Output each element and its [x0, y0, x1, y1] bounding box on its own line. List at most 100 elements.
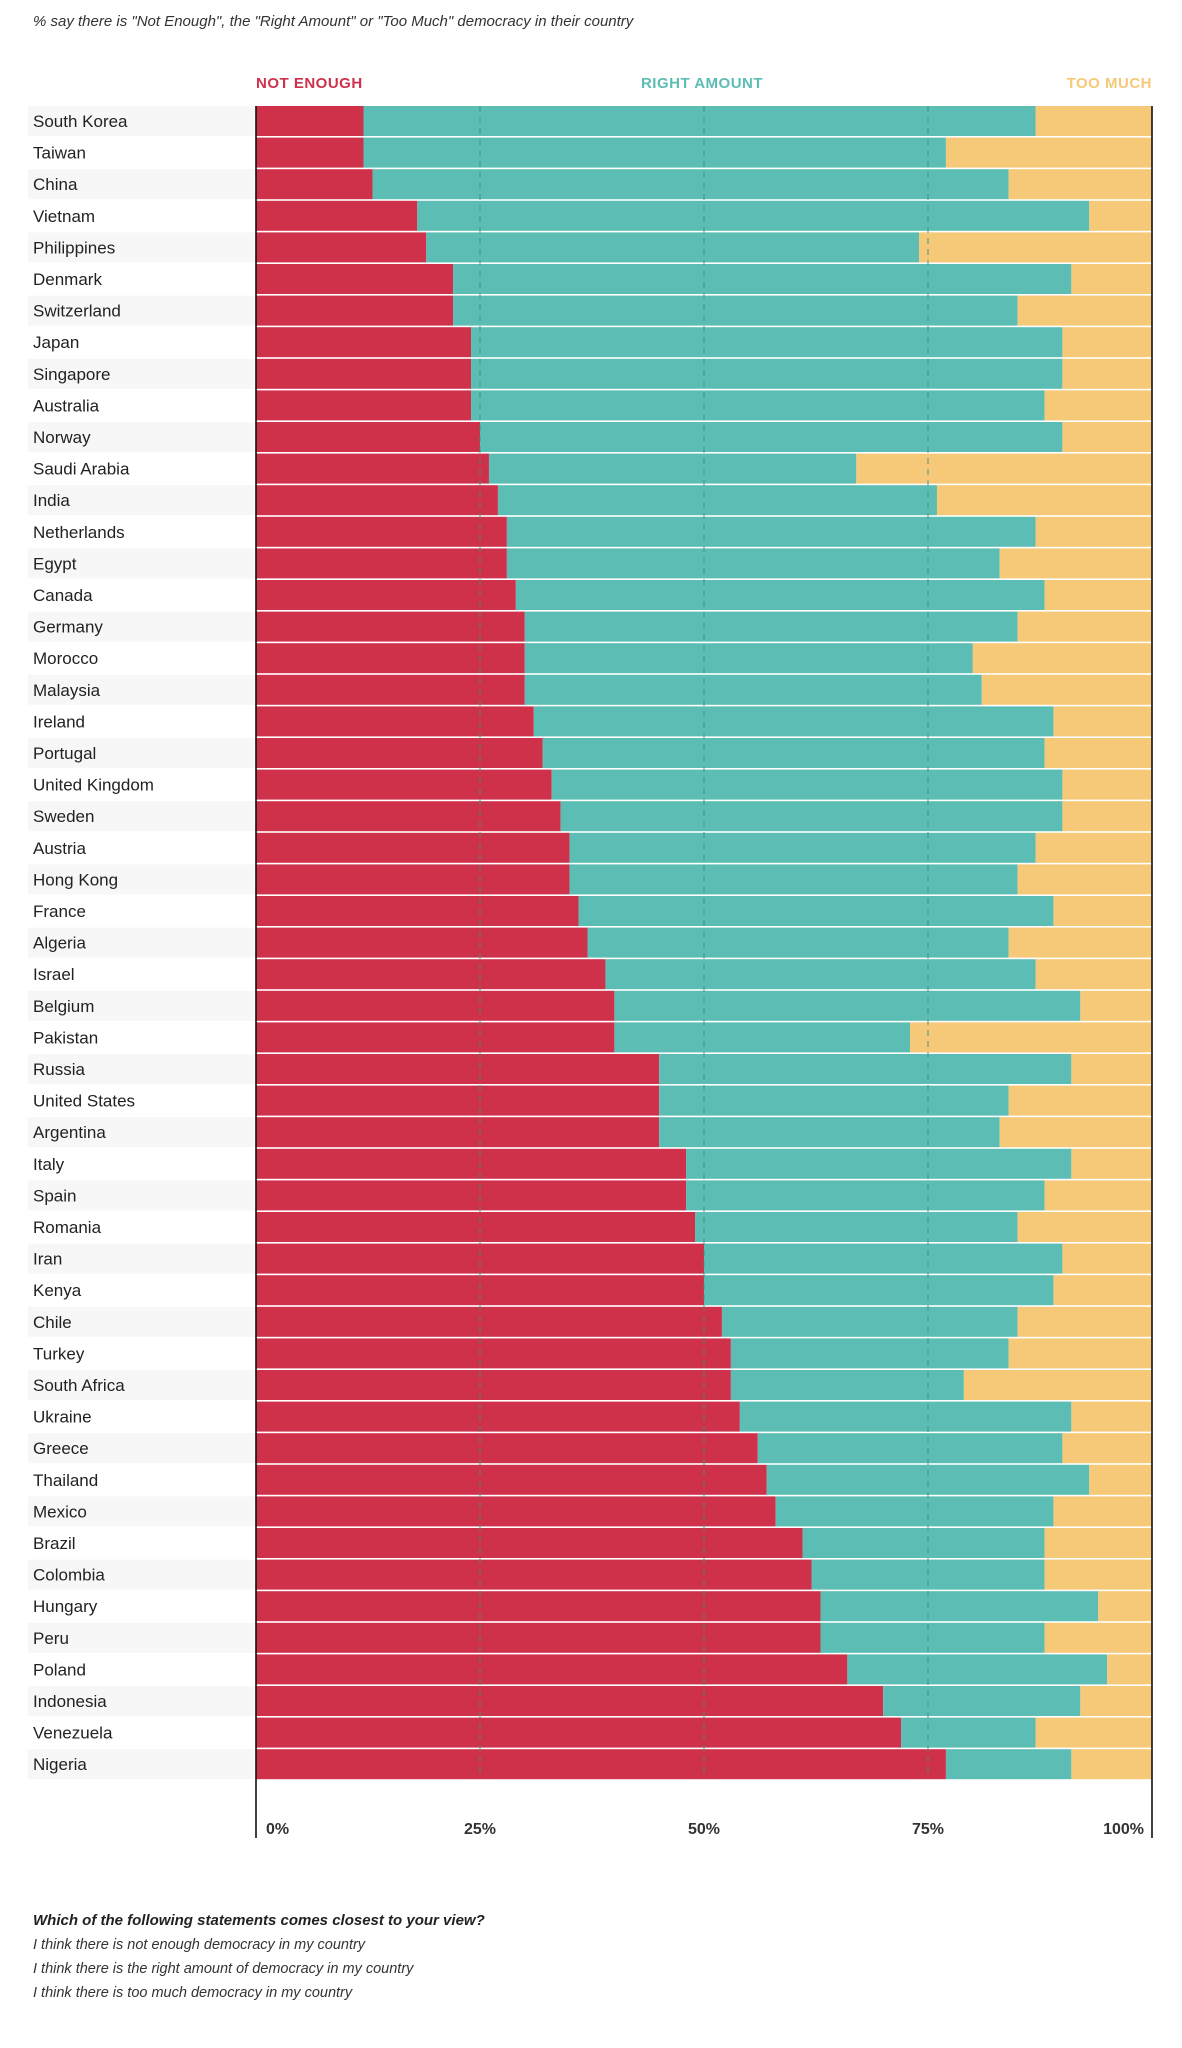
- bar-right-amount-indonesia: [883, 1686, 1081, 1716]
- bar-too-much-denmark: [1071, 264, 1152, 294]
- bar-right-amount-malaysia: [524, 674, 982, 705]
- bar-right-amount-germany: [524, 611, 1018, 642]
- row-band-germany: [28, 611, 256, 642]
- row-band-switzerland: [28, 295, 256, 326]
- bar-too-much-israel: [1035, 959, 1152, 990]
- bar-too-much-poland: [1107, 1654, 1152, 1685]
- country-label-netherlands: Netherlands: [33, 523, 125, 542]
- country-label-indonesia: Indonesia: [33, 1692, 107, 1711]
- row-band-norway: [28, 422, 256, 452]
- bar-right-amount-saudi-arabia: [488, 453, 857, 484]
- country-label-algeria: Algeria: [33, 934, 86, 953]
- bar-too-much-chile: [1017, 1306, 1152, 1337]
- country-label-japan: Japan: [33, 333, 79, 352]
- country-label-turkey: Turkey: [33, 1344, 85, 1363]
- bar-not-enough-argentina: [256, 1117, 660, 1148]
- bar-right-amount-south-africa: [730, 1370, 964, 1400]
- row-band-south-korea: [28, 106, 256, 136]
- bar-not-enough-norway: [256, 422, 480, 452]
- country-labels-layer: South Korea Taiwan China Vietnam Philippines…: [33, 112, 154, 1774]
- country-label-nigeria: Nigeria: [33, 1755, 87, 1774]
- bar-right-amount-vietnam: [417, 200, 1090, 231]
- country-label-france: France: [33, 902, 86, 921]
- bar-too-much-philippines: [919, 232, 1152, 263]
- legend-label-not-enough: NOT ENOUGH: [256, 75, 363, 92]
- bar-not-enough-italy: [256, 1148, 687, 1179]
- bar-not-enough-united-kingdom: [256, 769, 552, 800]
- country-label-denmark: Denmark: [33, 270, 102, 289]
- country-label-singapore: Singapore: [33, 365, 111, 384]
- bar-right-amount-russia: [659, 1054, 1072, 1084]
- row-band-hong-kong: [28, 864, 256, 895]
- row-band-philippines: [28, 232, 256, 263]
- bar-right-amount-ukraine: [739, 1401, 1072, 1432]
- bar-not-enough-romania: [256, 1212, 696, 1242]
- bar-right-amount-japan: [471, 327, 1063, 358]
- country-label-colombia: Colombia: [33, 1566, 105, 1585]
- bar-not-enough-hungary: [256, 1591, 821, 1622]
- bar-right-amount-canada: [515, 580, 1045, 610]
- country-label-venezuela: Venezuela: [33, 1724, 113, 1743]
- row-band-mexico: [28, 1496, 256, 1527]
- bar-right-amount-india: [497, 485, 937, 516]
- country-label-israel: Israel: [33, 965, 75, 984]
- bar-not-enough-denmark: [256, 264, 454, 294]
- country-label-hungary: Hungary: [33, 1597, 98, 1616]
- bar-too-much-greece: [1062, 1433, 1152, 1464]
- bar-right-amount-thailand: [766, 1464, 1090, 1495]
- country-label-iran: Iran: [33, 1250, 62, 1269]
- row-band-iran: [28, 1243, 256, 1274]
- bars-layer: [256, 106, 1152, 1780]
- country-label-kenya: Kenya: [33, 1281, 82, 1300]
- bar-right-amount-belgium: [614, 990, 1081, 1021]
- row-band-south-africa: [28, 1370, 256, 1400]
- bar-too-much-china: [1008, 169, 1152, 200]
- bar-too-much-japan: [1062, 327, 1152, 358]
- question-option-right-amount: I think there is the right amount of dem…: [33, 1961, 414, 1977]
- bar-right-amount-pakistan: [614, 1022, 911, 1053]
- bar-right-amount-austria: [569, 832, 1036, 863]
- country-label-romania: Romania: [33, 1218, 102, 1237]
- bar-right-amount-norway: [480, 422, 1063, 452]
- bar-not-enough-france: [256, 896, 579, 926]
- bar-right-amount-italy: [686, 1148, 1072, 1179]
- country-label-canada: Canada: [33, 586, 93, 605]
- country-label-malaysia: Malaysia: [33, 681, 101, 700]
- bar-not-enough-singapore: [256, 358, 472, 389]
- bar-too-much-netherlands: [1035, 516, 1152, 547]
- country-label-switzerland: Switzerland: [33, 302, 121, 321]
- country-label-india: India: [33, 491, 70, 510]
- bar-right-amount-chile: [721, 1306, 1018, 1337]
- bar-right-amount-peru: [820, 1622, 1045, 1653]
- bar-too-much-norway: [1062, 422, 1152, 452]
- country-label-austria: Austria: [33, 839, 86, 858]
- country-label-mexico: Mexico: [33, 1502, 87, 1521]
- x-axis: 0% 25% 50% 75% 100%: [255, 106, 1153, 1838]
- country-label-greece: Greece: [33, 1439, 89, 1458]
- bar-too-much-venezuela: [1035, 1717, 1152, 1748]
- legend-label-too-much: TOO MUCH: [1067, 75, 1152, 92]
- bar-not-enough-turkey: [256, 1338, 731, 1369]
- bar-too-much-india: [936, 485, 1152, 516]
- bar-not-enough-china: [256, 169, 373, 200]
- bar-too-much-turkey: [1008, 1338, 1152, 1369]
- bar-right-amount-south-korea: [363, 106, 1036, 136]
- bar-too-much-germany: [1017, 611, 1152, 642]
- bar-too-much-russia: [1071, 1054, 1152, 1084]
- country-label-belgium: Belgium: [33, 997, 94, 1016]
- question-option-not-enough: I think there is not enough democracy in…: [33, 1937, 366, 1953]
- country-label-germany: Germany: [33, 618, 103, 637]
- bar-not-enough-sweden: [256, 801, 561, 832]
- bar-too-much-nigeria: [1071, 1749, 1152, 1780]
- row-band-greece: [28, 1433, 256, 1464]
- bar-right-amount-taiwan: [363, 137, 946, 168]
- row-band-malaysia: [28, 674, 256, 705]
- bar-right-amount-israel: [605, 959, 1036, 990]
- country-label-south-korea: South Korea: [33, 112, 128, 131]
- bar-too-much-united-states: [1008, 1085, 1152, 1116]
- bar-right-amount-algeria: [587, 927, 1009, 958]
- bar-not-enough-pakistan: [256, 1022, 615, 1053]
- bar-right-amount-venezuela: [901, 1717, 1036, 1748]
- row-band-chile: [28, 1306, 256, 1337]
- bar-not-enough-switzerland: [256, 295, 454, 326]
